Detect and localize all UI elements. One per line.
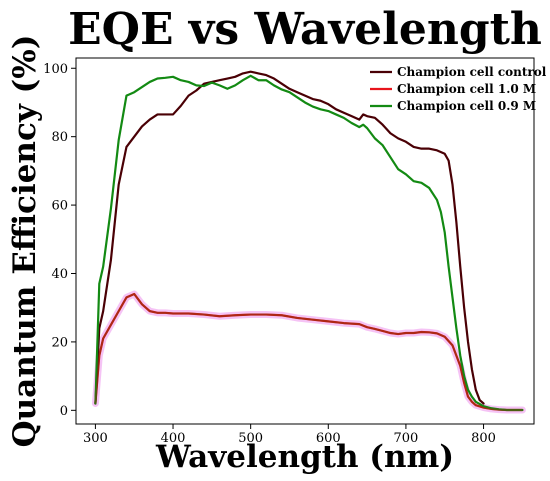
series-control-line [94,70,485,405]
series-layer [91,70,526,414]
x-tick-label: 700 [394,431,419,446]
y-tick-label: 40 [51,267,68,282]
legend-label-control: Champion cell control [397,65,547,79]
y-tick-label: 80 [51,130,68,145]
plot-frame [75,57,535,425]
legend: Champion cell control Champion cell 1.0 … [370,65,547,113]
series-1-0m-overlap [94,293,523,411]
series-1-0m-halo [91,290,526,414]
y-tick-label: 60 [51,199,68,214]
y-tick-label: 100 [43,62,68,77]
y-tick-label: 20 [51,335,68,350]
x-tick-label: 400 [161,431,186,446]
x-tick-label: 300 [83,431,108,446]
x-axis-label: Wavelength (nm) [155,439,454,475]
x-tick-label: 600 [316,431,341,446]
y-tick-label: 0 [60,404,68,419]
axis-ticks: 300 400 500 600 700 800 0 20 40 60 80 100 [43,62,496,446]
legend-label-0-9m: Champion cell 0.9 M [397,99,536,113]
legend-label-1-0m: Champion cell 1.0 M [397,82,536,96]
chart-title: EQE vs Wavelength [68,4,542,55]
x-tick-label: 800 [471,431,496,446]
y-axis-label: Quantum Efficiency (%) [7,35,43,448]
x-tick-label: 500 [238,431,263,446]
series-0-9m-line [94,74,524,412]
